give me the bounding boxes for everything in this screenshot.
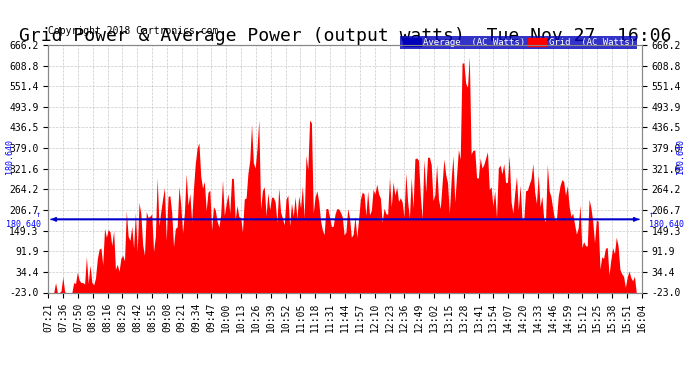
Title: Grid Power & Average Power (output watts)  Tue Nov 27  16:06: Grid Power & Average Power (output watts… bbox=[19, 27, 671, 45]
Legend: Average  (AC Watts), Grid  (AC Watts): Average (AC Watts), Grid (AC Watts) bbox=[400, 36, 637, 50]
Text: 180.640: 180.640 bbox=[676, 139, 684, 174]
Text: Copyright 2018 Cartronics.com: Copyright 2018 Cartronics.com bbox=[48, 26, 219, 36]
Text: ↑
180.640: ↑ 180.640 bbox=[6, 210, 41, 229]
Text: 180.640: 180.640 bbox=[6, 139, 14, 174]
Text: ↑
180.640: ↑ 180.640 bbox=[649, 210, 684, 229]
